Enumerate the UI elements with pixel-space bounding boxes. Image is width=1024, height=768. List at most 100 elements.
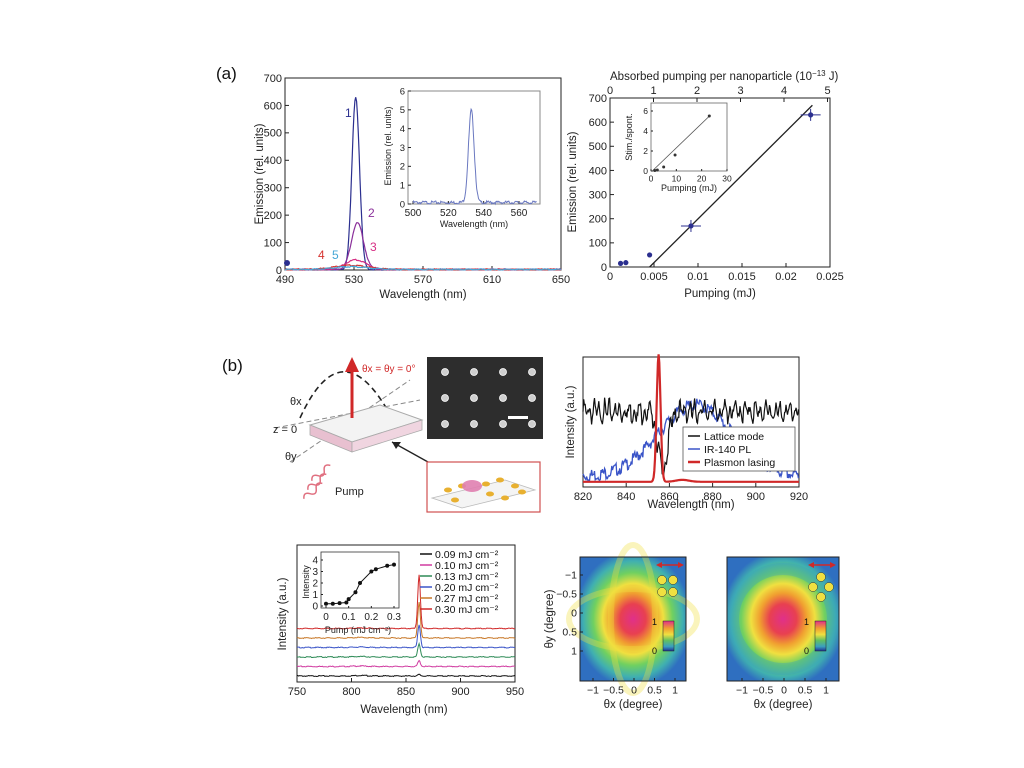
a2-inset-ylabel: Stim./spont. — [624, 113, 634, 161]
curve-label-1: 1 — [345, 106, 352, 120]
sem-nanoparticle — [528, 394, 536, 402]
b5-ring — [727, 563, 839, 675]
b2-xlabel: Wavelength (nm) — [647, 499, 734, 511]
a2-xtick-label: 0.01 — [687, 271, 708, 283]
a2-inset-point — [653, 169, 657, 172]
b4-particle-2 — [668, 575, 678, 585]
a2-inset-xlabel: Pumping (mJ) — [661, 183, 717, 193]
a2-top-tick-label: 5 — [824, 85, 830, 97]
b4-pol-head-left — [656, 562, 662, 568]
b3-ylabel: Intensity (a.u.) — [277, 577, 289, 650]
b3-legend-label: 0.20 mJ cm⁻² — [435, 582, 499, 594]
b3-series-3 — [297, 624, 515, 649]
b3-xtick-label: 850 — [397, 686, 415, 698]
b3-legend-label: 0.27 mJ cm⁻² — [435, 593, 499, 605]
b4-frame — [579, 556, 687, 682]
b2-xtick-label: 880 — [703, 491, 721, 503]
b3i-xtick-label: 0.1 — [342, 612, 356, 623]
sem-nanoparticle — [499, 420, 507, 428]
a1i-xtick-label: 540 — [475, 208, 492, 219]
b4-ytick-label: −1 — [565, 570, 577, 582]
a2-xtick-label: 0.02 — [775, 271, 796, 283]
b3-series-4 — [296, 602, 516, 640]
b3-inset-point — [344, 600, 349, 605]
a1-series-2 — [284, 222, 562, 271]
sem-nanoparticle — [441, 420, 449, 428]
b5-frame — [726, 556, 840, 682]
a1i-ytick-label: 2 — [400, 162, 405, 173]
curve-label-3: 3 — [370, 240, 377, 254]
b5-colorbar — [814, 620, 827, 652]
heatmap-b5: −1 −0.5 0 0.5 1 θx (degree) 1 0 — [726, 556, 840, 711]
legend-pl: IR-140 PL — [704, 444, 751, 456]
a2-ytick-label: 200 — [589, 214, 607, 226]
a2-ytick-label: 100 — [589, 238, 607, 250]
zoom-nanoparticle — [518, 489, 526, 495]
b4-cbar-max: 1 — [652, 617, 657, 627]
a1-xtick-label: 570 — [414, 274, 432, 286]
b3-inset-point — [358, 581, 362, 585]
zoom-nanoparticle — [511, 483, 519, 489]
b5-particle-2 — [808, 582, 818, 592]
b3-series-5 — [296, 574, 516, 630]
b4-particle-1 — [657, 575, 667, 585]
a1-inset-series — [412, 107, 537, 206]
b4-ytick-label: −0.5 — [556, 589, 577, 601]
b3-inset-point — [337, 601, 342, 606]
a1-xtick-label: 490 — [276, 274, 294, 286]
a1-xtick-label: 610 — [483, 274, 501, 286]
sem-nanoparticle — [528, 368, 536, 376]
a2-inset-point — [662, 165, 666, 169]
a1i-ytick-label: 6 — [400, 86, 405, 97]
b4-pol-head-right — [678, 562, 684, 568]
b3-legend-label: 0.09 mJ cm⁻² — [435, 549, 499, 561]
b3-inset-xlabel: Pump (mJ cm⁻²) — [325, 625, 391, 635]
a2i-ytick-label: 0 — [643, 166, 648, 176]
b3-inset-point — [324, 601, 328, 606]
plasmon-hotspot — [462, 480, 482, 492]
b3-legend-label: 0.30 mJ cm⁻² — [435, 604, 499, 616]
a1-inset-xlabel: Wavelength (nm) — [440, 219, 508, 229]
a1-ytick-label: 100 — [264, 237, 282, 249]
a1i-xtick-label: 520 — [440, 208, 457, 219]
b2-xtick-label: 840 — [617, 491, 635, 503]
a1-ytick-label: 300 — [264, 183, 282, 195]
zoom-nanoparticle — [496, 477, 504, 483]
a2-ytick-label: 600 — [589, 117, 607, 129]
a2i-ytick-label: 6 — [643, 106, 648, 116]
a2-ytick-label: 300 — [589, 189, 607, 201]
b3i-ytick-label: 0 — [312, 602, 318, 613]
b2-xtick-label: 920 — [790, 491, 808, 503]
a2-top-tick-label: 4 — [781, 85, 787, 97]
b5-xtick-label: −1 — [736, 685, 748, 697]
b3-inset-point — [385, 563, 390, 568]
a1i-ytick-label: 0 — [400, 199, 405, 210]
a2-point — [617, 260, 624, 266]
b3i-xtick-label: 0.2 — [364, 612, 378, 623]
a2i-xtick-label: 30 — [722, 174, 732, 184]
a2-top-tick-label: 2 — [694, 85, 700, 97]
theta-y-label: θy — [285, 451, 297, 463]
b3i-ytick-label: 4 — [312, 556, 318, 567]
a1-ytick-label: 200 — [264, 210, 282, 222]
schematic-b1: θx = θy = 0° θx z = 0 θy Pump — [273, 357, 543, 513]
b4-colorbar — [662, 620, 675, 652]
b3i-xtick-label: 0 — [323, 612, 329, 623]
curve-label-5: 5 — [332, 248, 339, 262]
b4-heatmap — [580, 557, 686, 681]
b5-xtick-label: 0.5 — [798, 685, 813, 697]
b4-ytick-label: 0.5 — [562, 627, 577, 639]
theta-x-label: θx — [290, 396, 302, 408]
b3-inset-point — [392, 562, 396, 567]
a1-xlabel: Wavelength (nm) — [379, 289, 466, 301]
b4-xtick-label: 0 — [631, 685, 637, 697]
zoom-nanoparticle — [486, 491, 494, 497]
sem-scale-bar — [508, 416, 528, 419]
b4-particle-3 — [657, 587, 667, 597]
a2-ytick-label: 700 — [589, 93, 607, 105]
a2-xtick-label: 0.025 — [816, 271, 844, 283]
b5-particle-4 — [816, 592, 826, 602]
b3-series-1 — [296, 659, 516, 668]
b3-inset-point — [330, 601, 335, 606]
